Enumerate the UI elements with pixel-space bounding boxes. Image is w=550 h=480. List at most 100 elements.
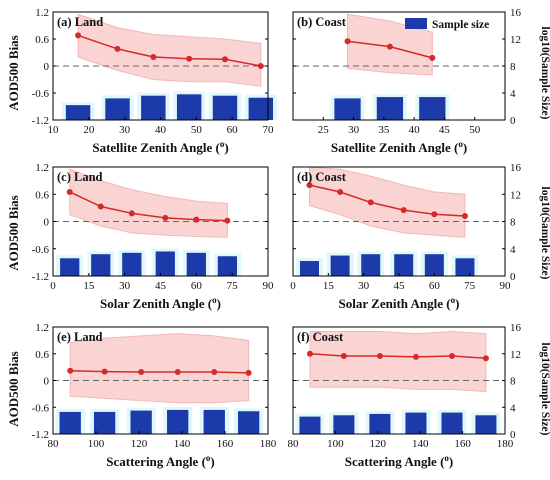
- x-axis-label: Satellite Zenith Angle (o): [92, 139, 228, 155]
- x-tick-label: 35: [378, 124, 390, 136]
- y-tick-label: 0: [44, 61, 50, 73]
- sample-size-bar: [65, 105, 91, 120]
- bias-std-band: [69, 333, 250, 404]
- sample-size-bar: [405, 412, 427, 434]
- sample-size-bar: [376, 97, 404, 120]
- y-tick-label: 1.2: [35, 322, 49, 334]
- x-tick-label: 20: [83, 124, 95, 136]
- sample-size-bar: [59, 411, 81, 434]
- x-tick-label: 90: [500, 280, 512, 292]
- sample-size-bar: [455, 258, 475, 276]
- y2-tick-label: 4: [510, 88, 516, 100]
- mean-bias-point: [75, 32, 82, 39]
- mean-bias-point: [222, 56, 228, 63]
- y2-tick-label: 8: [510, 376, 516, 388]
- mean-bias-point: [224, 217, 231, 224]
- mean-bias-point: [67, 367, 74, 374]
- sample-size-bar: [60, 258, 80, 276]
- sample-size-bar: [475, 415, 497, 434]
- mean-bias-line: [309, 184, 465, 217]
- x-tick-label: 180: [497, 438, 514, 450]
- x-tick-label: 60: [227, 124, 239, 136]
- y2-tick-label: 12: [510, 349, 521, 361]
- x-tick-label: 60: [429, 280, 441, 292]
- sample-size-bar: [212, 95, 238, 120]
- y-tick-label: -0.6: [32, 244, 50, 256]
- y-tick-label: 0.6: [35, 349, 49, 361]
- bias-std-band: [309, 330, 487, 393]
- y-tick-label: -1.2: [32, 115, 49, 127]
- x-tick-label: 30: [358, 280, 370, 292]
- x-tick-label: 60: [191, 280, 203, 292]
- bias-std-band: [77, 13, 262, 87]
- panels: 10 20 30 40 50 60 70-1.2-0.600.61.2(a) LandSat…: [32, 7, 522, 469]
- panel-title: (f) Coast: [297, 330, 344, 344]
- legend-swatch: [405, 18, 427, 29]
- x-tick-label: 30: [119, 280, 131, 292]
- sample-size-bar: [334, 98, 361, 120]
- mean-bias-point: [193, 216, 200, 223]
- x-tick-label: 140: [412, 438, 429, 450]
- y2-tick-label: 12: [510, 189, 521, 201]
- x-tick-label: 0: [50, 280, 56, 292]
- x-tick-label: 15: [83, 280, 95, 292]
- y2-tick-label: 0: [510, 115, 516, 127]
- x-axis-label: Satellite Zenith Angle (o): [331, 139, 467, 155]
- sample-size-bar: [419, 97, 446, 120]
- mean-bias-point: [482, 355, 489, 362]
- mean-bias-line: [309, 353, 486, 359]
- x-tick-label: 30: [119, 124, 131, 136]
- sample-size-bar: [369, 413, 391, 434]
- mean-bias-point: [386, 43, 393, 50]
- sample-size-bar: [424, 254, 444, 276]
- y2-tick-label: 8: [510, 61, 516, 73]
- x-tick-label: 70: [263, 124, 275, 136]
- mean-bias-point: [114, 45, 121, 52]
- mean-bias-point: [431, 211, 438, 218]
- legend-label: Sample size: [432, 19, 489, 31]
- x-tick-label: 45: [155, 280, 167, 292]
- mean-bias-line: [69, 191, 228, 222]
- x-tick-label: 180: [260, 438, 277, 450]
- left-ylabel-row1: AOD500 Bias: [6, 35, 21, 110]
- sample-size-bar: [167, 409, 189, 434]
- y2-tick-label: 8: [510, 217, 516, 229]
- x-tick-label: 120: [370, 438, 387, 450]
- x-tick-label: 120: [131, 438, 148, 450]
- x-tick-label: 80: [288, 438, 300, 450]
- mean-bias-point: [257, 63, 264, 69]
- x-tick-label: 75: [464, 280, 476, 292]
- x-tick-label: 160: [217, 438, 234, 450]
- y2-tick-label: 4: [510, 402, 516, 414]
- mean-bias-point: [162, 214, 169, 221]
- x-tick-label: 140: [174, 438, 191, 450]
- mean-bias-point: [174, 369, 181, 376]
- sample-size-bar: [441, 412, 463, 434]
- x-tick-label: 40: [155, 124, 167, 136]
- y-tick-label: 0.6: [35, 189, 49, 201]
- panel-title: (d) Coast: [297, 170, 347, 184]
- right-ylabel-row2: log10(Sample Size): [539, 187, 550, 280]
- x-tick-label: 100: [88, 438, 105, 450]
- x-tick-label: 0: [290, 280, 296, 292]
- x-tick-label: 45: [439, 124, 451, 136]
- y2-tick-label: 4: [510, 244, 516, 256]
- y2-tick-label: 12: [510, 34, 521, 46]
- mean-bias-point: [340, 352, 347, 359]
- panel-5: 80 100 120 140 160 180 -1.2 -0.6 0 0.6 1.2 (e) Land…: [32, 322, 277, 469]
- sample-size-bar: [105, 98, 130, 120]
- x-tick-label: 50: [191, 124, 203, 136]
- mean-bias-point: [150, 54, 157, 60]
- x-tick-label: 15: [323, 280, 335, 292]
- mean-bias-point: [449, 352, 455, 359]
- mean-bias-point: [306, 182, 313, 189]
- bias-std-band: [69, 168, 228, 238]
- x-tick-label: 25: [318, 124, 330, 136]
- x-tick-label: 40: [409, 124, 421, 136]
- panel-title: (e) Land: [57, 330, 103, 344]
- mean-bias-point: [97, 203, 104, 210]
- y-tick-label: 0: [44, 217, 50, 229]
